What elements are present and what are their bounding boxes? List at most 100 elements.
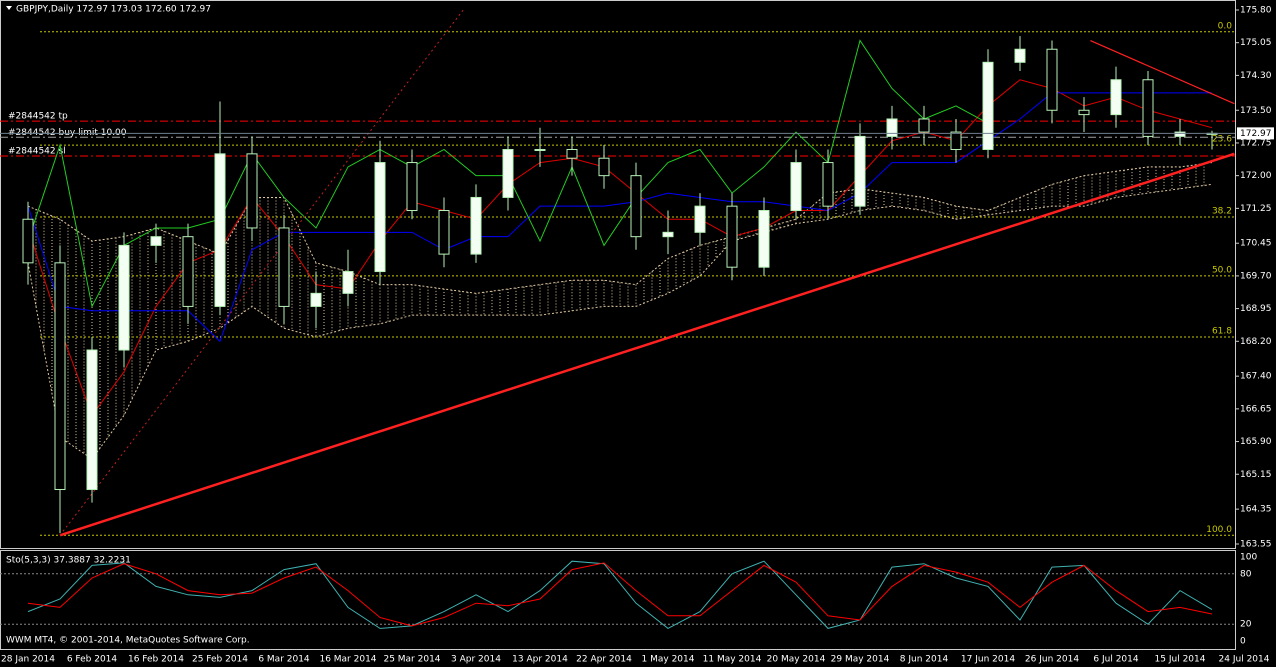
x-tick-label: 6 Mar 2014 — [258, 655, 310, 665]
y-tick-label: 165.90 — [1240, 437, 1272, 447]
trendline — [59, 152, 1235, 537]
y-tick-label: 172.00 — [1240, 171, 1272, 181]
candle-body — [502, 148, 514, 198]
candle-body — [854, 135, 866, 207]
candle-body — [950, 131, 962, 150]
candle-body — [86, 349, 98, 491]
candle-body — [54, 262, 66, 491]
y-tick-label: 175.80 — [1240, 6, 1272, 16]
candle-body — [22, 218, 34, 264]
x-tick-label: 16 Mar 2014 — [319, 655, 376, 665]
x-tick-label: 26 Jun 2014 — [1025, 655, 1079, 665]
candle-body — [598, 157, 610, 177]
stoch-tick-label: 0 — [1240, 637, 1246, 647]
trendline — [1090, 39, 1235, 105]
candle-body — [1078, 109, 1090, 116]
stoch-tick-label: 20 — [1240, 620, 1252, 630]
candle-body — [406, 162, 418, 212]
candle-body — [438, 210, 450, 255]
stoch-tick-label: 100 — [1240, 553, 1257, 563]
x-tick-label: 6 Jul 2014 — [1093, 655, 1138, 665]
candle-body — [630, 175, 642, 238]
candle-body — [790, 162, 802, 212]
order-label: #2844542 tp — [8, 112, 68, 122]
fib-label: 38.2 — [1212, 207, 1232, 217]
fib-label: 50.0 — [1212, 265, 1232, 275]
candle-body — [1174, 131, 1186, 137]
fib-label: 0.0 — [1218, 21, 1233, 31]
y-tick-label: 171.25 — [1240, 204, 1272, 214]
candle-body — [1142, 79, 1154, 137]
candle-body — [310, 292, 322, 307]
trendline — [59, 9, 464, 536]
candle-body — [758, 210, 770, 268]
candle-body — [886, 118, 898, 137]
main-frame — [0, 0, 1236, 549]
candle-body — [1046, 48, 1058, 111]
candle-body — [982, 61, 994, 150]
stoch-tick-label: 80 — [1240, 569, 1252, 579]
candle-body — [118, 244, 130, 351]
candle-body — [1014, 48, 1026, 63]
x-tick-label: 6 Feb 2014 — [67, 655, 118, 665]
candle-body — [534, 148, 546, 151]
y-tick-label: 168.20 — [1240, 337, 1272, 347]
x-tick-label: 22 Apr 2014 — [576, 655, 632, 665]
current-price-box — [1237, 127, 1274, 140]
candle-body — [918, 118, 930, 133]
candle-body — [182, 236, 194, 307]
x-tick-label: 13 Apr 2014 — [512, 655, 568, 665]
x-tick-label: 25 Feb 2014 — [192, 655, 248, 665]
candle-body — [662, 231, 674, 238]
candle-body — [342, 271, 354, 294]
y-tick-label: 174.30 — [1240, 71, 1272, 81]
order-label: #2844542 buy limit 10.00 — [8, 128, 127, 138]
copyright: WWM MT4, © 2001-2014, MetaQuotes Softwar… — [6, 636, 250, 646]
candle-body — [278, 227, 290, 307]
chart-title: GBPJPY,Daily 172.97 173.03 172.60 172.97 — [16, 5, 211, 15]
x-tick-label: 20 May 2014 — [767, 655, 826, 665]
stoch-line — [27, 562, 1213, 627]
x-tick-label: 29 May 2014 — [831, 655, 890, 665]
candle-body — [694, 205, 706, 233]
candle-body — [150, 236, 162, 246]
candle-body — [566, 148, 578, 159]
x-tick-label: 11 May 2014 — [703, 655, 762, 665]
y-tick-label: 166.65 — [1240, 404, 1272, 414]
x-tick-label: 17 Jun 2014 — [961, 655, 1015, 665]
y-tick-label: 165.15 — [1240, 470, 1272, 480]
x-tick-label: 24 Jul 2014 — [1219, 655, 1270, 665]
x-tick-label: 16 Feb 2014 — [128, 655, 184, 665]
current-price-label: 172.97 — [1240, 129, 1272, 139]
y-tick-label: 164.35 — [1240, 505, 1272, 515]
candle-body — [374, 162, 386, 273]
y-tick-label: 175.05 — [1240, 38, 1272, 48]
y-tick-label: 163.55 — [1240, 540, 1272, 550]
y-tick-label: 172.75 — [1240, 138, 1272, 148]
y-tick-label: 173.50 — [1240, 106, 1272, 116]
x-tick-label: 25 Mar 2014 — [383, 655, 440, 665]
order-label: #2844542 sl — [8, 147, 66, 157]
x-tick-label: 28 Jan 2014 — [1, 655, 55, 665]
x-tick-label: 1 May 2014 — [642, 655, 695, 665]
x-tick-label: 3 Apr 2014 — [451, 655, 501, 665]
x-tick-label: 8 Jun 2014 — [900, 655, 949, 665]
y-tick-label: 168.95 — [1240, 304, 1272, 314]
candle-body — [1110, 79, 1122, 116]
x-tick-label: 15 Jul 2014 — [1155, 655, 1206, 665]
candle-body — [822, 162, 834, 207]
indicator-line — [27, 92, 1212, 343]
fib-label: 100.0 — [1206, 525, 1232, 535]
candle-body — [246, 153, 258, 229]
fib-label: 23.6 — [1212, 135, 1232, 145]
candle-body — [214, 153, 226, 307]
stoch-line — [27, 560, 1213, 629]
menu-triangle — [6, 6, 12, 10]
stoch-title: Sto(5,3,3) 37.3887 32.2231 — [6, 556, 131, 566]
candle-body — [726, 205, 738, 268]
y-tick-label: 167.40 — [1240, 372, 1272, 382]
fib-label: 61.8 — [1212, 326, 1232, 336]
stoch-frame — [0, 550, 1236, 650]
